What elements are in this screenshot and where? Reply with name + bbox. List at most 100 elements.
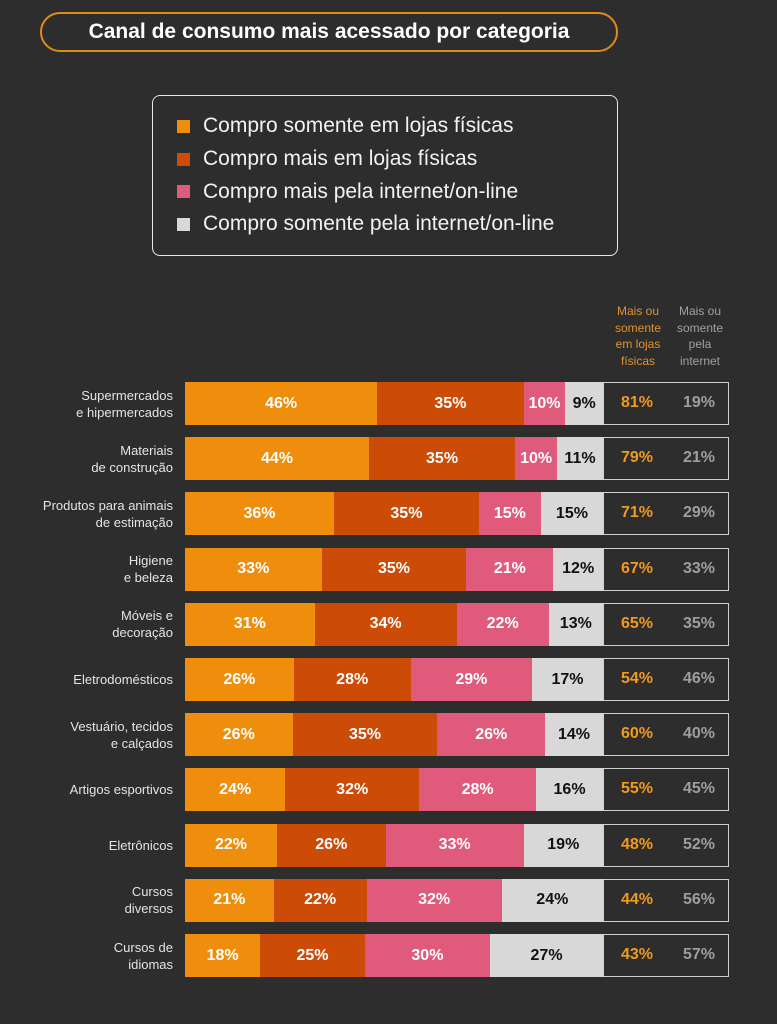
value-unit: % xyxy=(638,614,654,632)
value-number: 46 xyxy=(682,670,701,687)
bar-segment: 11% xyxy=(557,437,603,481)
value-unit: % xyxy=(565,836,580,854)
value-unit: % xyxy=(638,394,654,411)
bar-segment: 22% xyxy=(185,823,277,867)
value-unit: % xyxy=(241,670,256,688)
value-label: 10% xyxy=(528,395,560,413)
chart-row: Cursos de idiomas 18% 25% 30% 27% 43% 57% xyxy=(0,934,777,977)
value-number: 36 xyxy=(243,504,262,522)
value-unit: % xyxy=(700,725,716,743)
value-number: 22 xyxy=(486,615,505,633)
value-unit: % xyxy=(577,615,592,633)
bar-segment: 35% xyxy=(321,547,467,591)
value-unit: % xyxy=(569,670,584,688)
summary-box: 71% 29% xyxy=(603,492,729,536)
category-label: Supermercados e hipermercados xyxy=(76,387,173,420)
value-label: 26% xyxy=(223,671,255,689)
value-number: 79 xyxy=(620,449,639,467)
value-number: 33 xyxy=(438,836,457,854)
value-unit: % xyxy=(240,725,255,743)
category-label: Móveis e decoração xyxy=(112,608,173,641)
legend-swatch xyxy=(177,185,190,199)
bar-segment: 22% xyxy=(273,878,367,922)
value-number: 17 xyxy=(551,670,570,688)
value-unit: % xyxy=(387,615,402,633)
chart-row: Produtos para animais de estimação 36% 35%… xyxy=(0,492,777,536)
bar-segment: 28% xyxy=(419,768,537,812)
category-label: Materiais de construção xyxy=(91,442,173,475)
value-number: 26 xyxy=(223,670,242,688)
stacked-bar: 18% 25% 30% 27% xyxy=(185,934,603,977)
stacked-bar: 22% 26% 33% 19% xyxy=(185,823,603,867)
category-label: Cursos diversos xyxy=(124,884,173,917)
value-unit: % xyxy=(231,891,246,909)
value-unit: % xyxy=(638,504,654,522)
value-label: 33% xyxy=(237,560,269,578)
bar-segment: 24% xyxy=(185,768,286,812)
value-number: 10 xyxy=(528,394,547,412)
value-unit: % xyxy=(314,946,329,964)
summary-internet-value: 46% xyxy=(668,659,730,699)
bar-segment: 32% xyxy=(366,878,502,922)
value-number: 18 xyxy=(206,946,225,964)
value-unit: % xyxy=(700,670,716,687)
value-label: 24% xyxy=(219,781,251,799)
value-unit: % xyxy=(700,835,716,853)
chart-title: Canal de consumo mais acessado por categ… xyxy=(40,12,618,52)
value-number: 32 xyxy=(336,780,354,798)
legend-item: Compro mais em lojas físicas xyxy=(177,143,617,176)
value-number: 33 xyxy=(237,560,256,578)
summary-internet-value: 45% xyxy=(668,769,730,809)
bar-segment: 30% xyxy=(364,934,491,977)
summary-box: 44% 56% xyxy=(603,878,729,922)
value-label: 28% xyxy=(336,671,368,689)
value-label: 9% xyxy=(573,395,596,413)
summary-box: 55% 45% xyxy=(603,768,730,812)
chart-row: Eletrodomésticos 26% 28% 29% 17% 54% 46% xyxy=(0,658,777,701)
value-number: 81 xyxy=(620,394,639,411)
value-number: 15 xyxy=(493,504,512,522)
stacked-bar: 26% 35% 26% 14% xyxy=(185,713,603,757)
value-label: 33% xyxy=(439,836,471,854)
bar-segment: 24% xyxy=(501,878,603,922)
summary-physical-value: 67% xyxy=(606,549,668,589)
value-number: 65 xyxy=(620,614,639,632)
value-number: 29 xyxy=(455,670,474,688)
stacked-bar: 46% 35% 10% 9% xyxy=(185,382,603,425)
value-number: 40 xyxy=(682,725,701,743)
bar-segment: 26% xyxy=(185,658,294,701)
stacked-bar: 24% 32% 28% 16% xyxy=(185,768,603,812)
legend: Compro somente em lojas físicas Compro m… xyxy=(152,95,618,256)
bar-segment: 34% xyxy=(314,602,457,646)
stacked-bar: 26% 28% 29% 17% xyxy=(185,658,603,701)
bar-segment: 15% xyxy=(540,492,603,536)
stacked-bar: 33% 35% 21% 12% xyxy=(185,547,603,591)
bar-segment: 36% xyxy=(185,492,334,536)
value-unit: % xyxy=(321,891,337,909)
value-unit: % xyxy=(251,615,266,633)
legend-label: Compro somente em lojas físicas xyxy=(203,114,514,138)
bar-segment: 28% xyxy=(293,658,411,701)
summary-physical-value: 55% xyxy=(606,769,668,809)
bar-segment: 21% xyxy=(185,878,274,922)
value-label: 35% xyxy=(434,395,466,413)
value-unit: % xyxy=(700,449,716,467)
bar-segment: 13% xyxy=(548,602,603,646)
value-label: 17% xyxy=(551,671,583,689)
category-label: Artigos esportivos xyxy=(69,782,173,798)
value-unit: % xyxy=(493,725,508,743)
bar-segment: 32% xyxy=(285,768,420,812)
value-label: 11% xyxy=(564,450,595,468)
bar-segment: 19% xyxy=(523,823,603,867)
value-unit: % xyxy=(511,504,526,522)
bar-segment: 22% xyxy=(456,602,549,646)
bar-segment: 18% xyxy=(185,934,261,977)
value-label: 35% xyxy=(390,505,422,523)
summary-box: 79% 21% xyxy=(603,437,729,481)
bar-segment: 26% xyxy=(276,823,386,867)
value-label: 26% xyxy=(223,726,255,744)
bar-segment: 46% xyxy=(185,382,378,425)
value-label: 28% xyxy=(462,781,494,799)
value-unit: % xyxy=(504,615,519,633)
value-unit: % xyxy=(638,946,654,963)
